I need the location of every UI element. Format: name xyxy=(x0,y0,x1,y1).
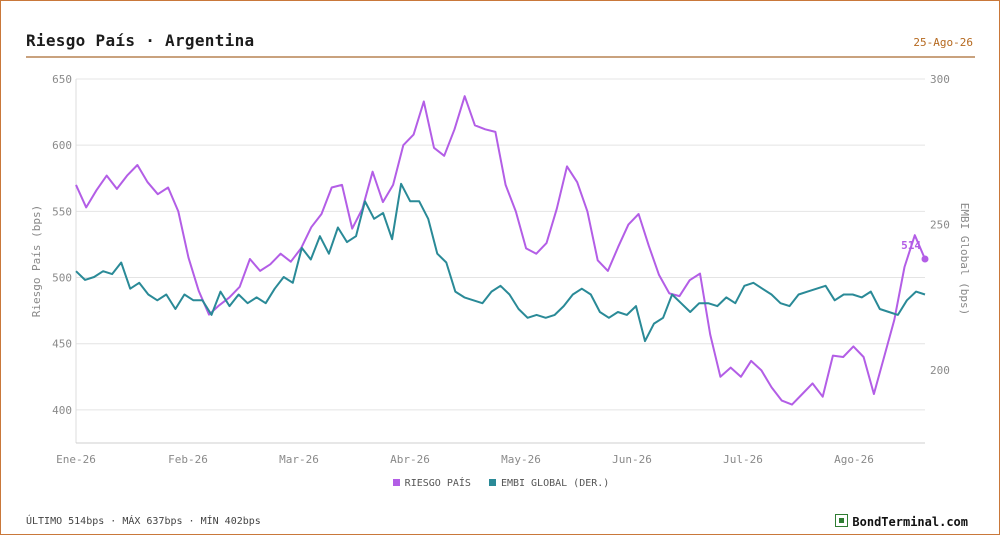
series-line-riesgo xyxy=(75,95,926,406)
legend-swatch xyxy=(488,479,496,486)
legend-label: EMBI GLOBAL (DER.) xyxy=(500,478,610,489)
y-axis-right-title: EMBI Global (bps) xyxy=(958,203,971,316)
footer-stats: ÚLTIMO 514bps · MÁX 637bps · MÍN 402bps xyxy=(26,516,261,527)
y2-tick-label: 250 xyxy=(930,219,950,232)
last-value-label: 514 xyxy=(901,239,921,252)
legend-item-riesgo: RIESGO PAÍS xyxy=(392,478,471,489)
y-tick-label: 650 xyxy=(52,73,72,86)
y-tick-label: 550 xyxy=(52,205,72,218)
y-axis-left: 400 450 500 550 600 650 xyxy=(52,73,72,417)
y-axis-left-title: Riesgo País (bps) xyxy=(30,205,43,318)
series-lines xyxy=(75,95,926,406)
x-tick-label: Ene-26 xyxy=(56,453,96,466)
y-tick-label: 500 xyxy=(52,272,72,285)
y-tick-label: 450 xyxy=(52,338,72,351)
terminal-logo-icon xyxy=(835,514,849,527)
y-tick-label: 600 xyxy=(52,139,72,152)
y-axis-right: 200 250 300 xyxy=(930,73,950,377)
legend-swatch xyxy=(392,479,400,486)
chart-title: Riesgo País · Argentina xyxy=(26,31,255,50)
legend-item-embi: EMBI GLOBAL (DER.) xyxy=(488,478,610,489)
series-line-embi xyxy=(75,182,926,343)
legend-label: RIESGO PAÍS xyxy=(404,478,471,489)
x-axis: Ene-26 Feb-26 Mar-26 Abr-26 May-26 Jun-26 Jul-… xyxy=(56,453,874,466)
chart-legend: RIESGO PAÍS EMBI GLOBAL (DER.) xyxy=(1,478,1000,489)
title-divider xyxy=(26,56,975,58)
chart-date: 25-Ago-26 xyxy=(913,36,973,49)
x-tick-label: Jul-26 xyxy=(723,453,763,466)
line-chart: Ene-26 Feb-26 Mar-26 Abr-26 May-26 Jun-26 Jul-… xyxy=(30,73,971,466)
y2-tick-label: 200 xyxy=(930,364,950,377)
y2-tick-label: 300 xyxy=(930,73,950,86)
x-tick-label: Mar-26 xyxy=(279,453,319,466)
chart-grid xyxy=(75,78,925,444)
x-tick-label: Feb-26 xyxy=(168,453,208,466)
x-tick-label: May-26 xyxy=(501,453,541,466)
last-value-marker xyxy=(921,255,929,263)
y-tick-label: 400 xyxy=(52,404,72,417)
brand: BondTerminal.com xyxy=(835,514,968,529)
brand-name: BondTerminal.com xyxy=(852,515,968,529)
x-tick-label: Abr-26 xyxy=(390,453,430,466)
x-tick-label: Jun-26 xyxy=(612,453,652,466)
x-tick-label: Ago-26 xyxy=(834,453,874,466)
